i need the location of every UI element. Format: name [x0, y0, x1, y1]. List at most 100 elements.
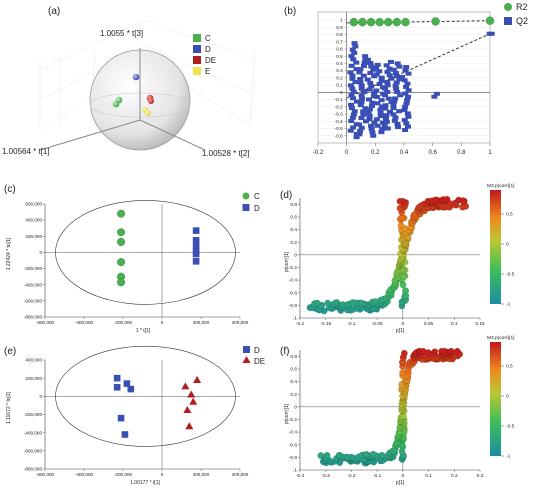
q2-point	[350, 57, 357, 62]
q2-point	[378, 98, 385, 103]
x-tick-label: 0.3	[477, 473, 484, 479]
q2-point	[368, 123, 375, 128]
q2-point	[404, 124, 411, 129]
legend-c: C D	[242, 192, 260, 213]
panel-f-marks	[317, 347, 463, 467]
q2-point	[348, 106, 355, 111]
q2-point	[361, 60, 368, 65]
point-C	[117, 258, 126, 267]
panel-e: -600,000 -400,000 -200,000 0 200,000 400,000 4…	[6, 345, 265, 486]
panel-label-b: (b)	[284, 6, 296, 17]
y-tick-label: -0.4	[289, 278, 298, 284]
y-tick-label: -0.4	[289, 430, 298, 436]
y-tick-label: 0.3	[336, 68, 343, 73]
variable-point	[313, 299, 321, 307]
panel-c-marks	[117, 209, 200, 287]
q2-point	[365, 110, 372, 115]
y-tick-label: -200,000	[24, 266, 43, 271]
q2-point	[373, 94, 380, 99]
q2-point	[353, 99, 360, 104]
q2-point	[362, 119, 369, 124]
q2-point	[351, 109, 358, 114]
ylabel-c: 1.22424 * to[1]	[6, 237, 12, 270]
y-tick-label: -0.3	[335, 112, 343, 117]
q2-point	[384, 69, 391, 74]
q2-point	[396, 64, 403, 69]
legend-label-Q2: Q2	[516, 16, 528, 26]
legend-swatch-D	[193, 45, 201, 53]
variable-point	[441, 347, 449, 355]
colorbar-tick-label: -1	[506, 302, 511, 308]
x-tick-label: -0.3	[322, 473, 331, 479]
point-D	[192, 237, 200, 244]
q2-point	[348, 118, 355, 123]
x-tick-label: -0.4	[296, 473, 305, 479]
x-tick-label: -400,000	[75, 472, 94, 477]
q2-point	[358, 83, 365, 88]
q2-point	[349, 115, 356, 120]
q2-point	[350, 112, 357, 117]
axis-label-t3: 1.0055 * t[3]	[100, 29, 143, 38]
y-tick-label: 0.9	[336, 25, 343, 30]
y-tick-label: 0.2	[336, 75, 343, 80]
point-D	[117, 414, 125, 422]
q2-point	[370, 133, 377, 138]
x-tick-label: 0.2	[371, 150, 380, 156]
axis-label-t2: 1.00528 * t[2]	[202, 149, 250, 158]
variable-point	[419, 347, 427, 355]
point-D	[113, 383, 121, 391]
variable-point	[431, 348, 439, 356]
q2-point	[358, 116, 365, 121]
variable-point	[443, 195, 451, 203]
point-D	[192, 250, 200, 258]
q2-point	[350, 125, 357, 130]
panel-e-marks	[113, 374, 202, 438]
y-tick-label: 0.2	[290, 240, 297, 246]
q2-point	[349, 73, 356, 78]
y-tick-label: -400,000	[24, 282, 43, 287]
x-tick-label: 0	[402, 473, 405, 479]
q2-point	[347, 128, 354, 133]
legend-label-D: D	[254, 204, 260, 213]
point-DE	[193, 375, 202, 383]
panel-c-axes: -600,000 -400,000 -200,000 0 200,000 400,000 6…	[24, 200, 249, 325]
colorbar-tick-label: -1	[506, 454, 511, 460]
y-tick-label: 0.2	[290, 392, 297, 398]
x-tick-label: 0	[402, 321, 405, 327]
y-tick-label: -0.6	[335, 133, 343, 138]
q2-point	[392, 115, 399, 120]
q2-point	[402, 127, 409, 132]
variable-point	[402, 287, 409, 295]
colorbar-tick-label: -0.5	[506, 272, 515, 278]
q2-point	[392, 96, 399, 101]
q2-point	[347, 70, 354, 75]
panel-label-d: (d)	[280, 190, 292, 201]
q2-point	[366, 87, 373, 92]
point-E	[145, 110, 151, 116]
variable-point	[369, 450, 377, 458]
x-tick-label: -0.2	[347, 473, 356, 479]
variable-point	[349, 299, 356, 306]
ylabel-f: p(corr)[1]	[284, 403, 290, 424]
q2-point	[373, 72, 380, 77]
q2-point	[366, 97, 373, 102]
q2-point	[397, 93, 404, 98]
q2-point	[352, 44, 359, 49]
r2-point	[401, 17, 410, 27]
y-tick-label: -800,000	[24, 315, 43, 320]
q2-point	[401, 108, 408, 113]
point-D	[127, 385, 135, 393]
y-tick-label: -0.6	[289, 290, 298, 296]
q2-point	[366, 107, 373, 112]
r2-point	[485, 16, 495, 25]
legend-label-DE: DE	[205, 56, 216, 65]
y-tick-label: -200,000	[24, 412, 43, 417]
r2-point	[431, 17, 440, 26]
q2-point	[377, 114, 384, 119]
trendline-R2	[346, 20, 491, 24]
point-C	[115, 96, 123, 104]
q2-point	[433, 91, 440, 96]
q2-point	[403, 84, 410, 89]
q2-point	[404, 111, 411, 116]
y-tick-label: 0.4	[290, 227, 297, 233]
